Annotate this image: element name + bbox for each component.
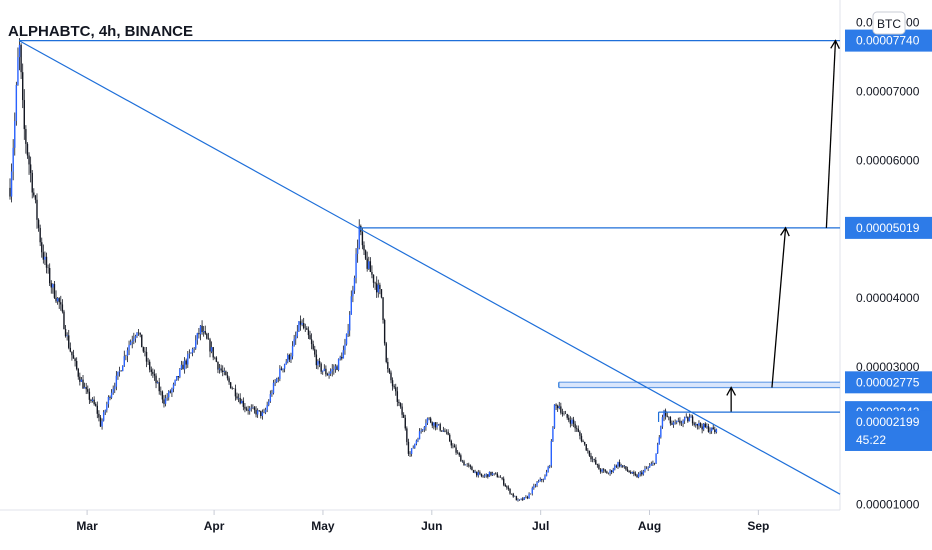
price-level-value: 0.00005019 <box>856 221 920 235</box>
x-tick-label: May <box>311 519 335 533</box>
price-series <box>9 38 718 502</box>
price-level-badge <box>845 29 932 52</box>
time-axis: Mar Apr May Jun Jul Aug Sep <box>76 510 769 533</box>
chart-title: ALPHABTC, 4h, BINANCE <box>8 23 193 40</box>
y-tick-label: 0.00006000 <box>856 153 920 167</box>
bar-countdown: 45:22 <box>856 433 886 447</box>
y-tick-label: 0.00007000 <box>856 85 920 99</box>
resistance-band <box>558 382 840 388</box>
price-level-value: 0.00007740 <box>856 34 920 48</box>
projection-arrow-shaft <box>825 40 837 228</box>
x-tick-label: Aug <box>638 519 661 533</box>
price-level-badge <box>845 216 932 239</box>
x-tick-label: Jun <box>421 519 442 533</box>
descending-trendline <box>18 40 841 495</box>
projection-arrow-head <box>830 39 840 49</box>
projection-arrow-head <box>780 226 790 237</box>
projection-arrow-shaft <box>771 227 787 388</box>
price-level-badge <box>845 410 932 451</box>
currency-badge-label: BTC <box>877 17 901 31</box>
price-level-badge <box>845 371 932 394</box>
x-tick-label: Apr <box>204 519 225 533</box>
currency-badge[interactable]: BTC <box>872 11 906 35</box>
price-level-value: 0.00002199 <box>856 415 920 429</box>
x-tick-label: Mar <box>76 519 98 533</box>
y-tick-label: 0.00003000 <box>856 360 920 374</box>
y-tick-label: 0.00004000 <box>856 291 920 305</box>
projection-arrows <box>726 39 840 412</box>
projection-arrow-head <box>726 386 737 396</box>
price-level-value: 0.00002775 <box>856 375 920 389</box>
price-level-labels: 0.000077400.000050190.000027750.00002342… <box>845 29 932 451</box>
drawing-lines <box>18 40 841 495</box>
x-tick-label: Sep <box>747 519 769 533</box>
x-tick-label: Jul <box>532 519 549 533</box>
y-tick-label: 0.00001000 <box>856 497 920 511</box>
